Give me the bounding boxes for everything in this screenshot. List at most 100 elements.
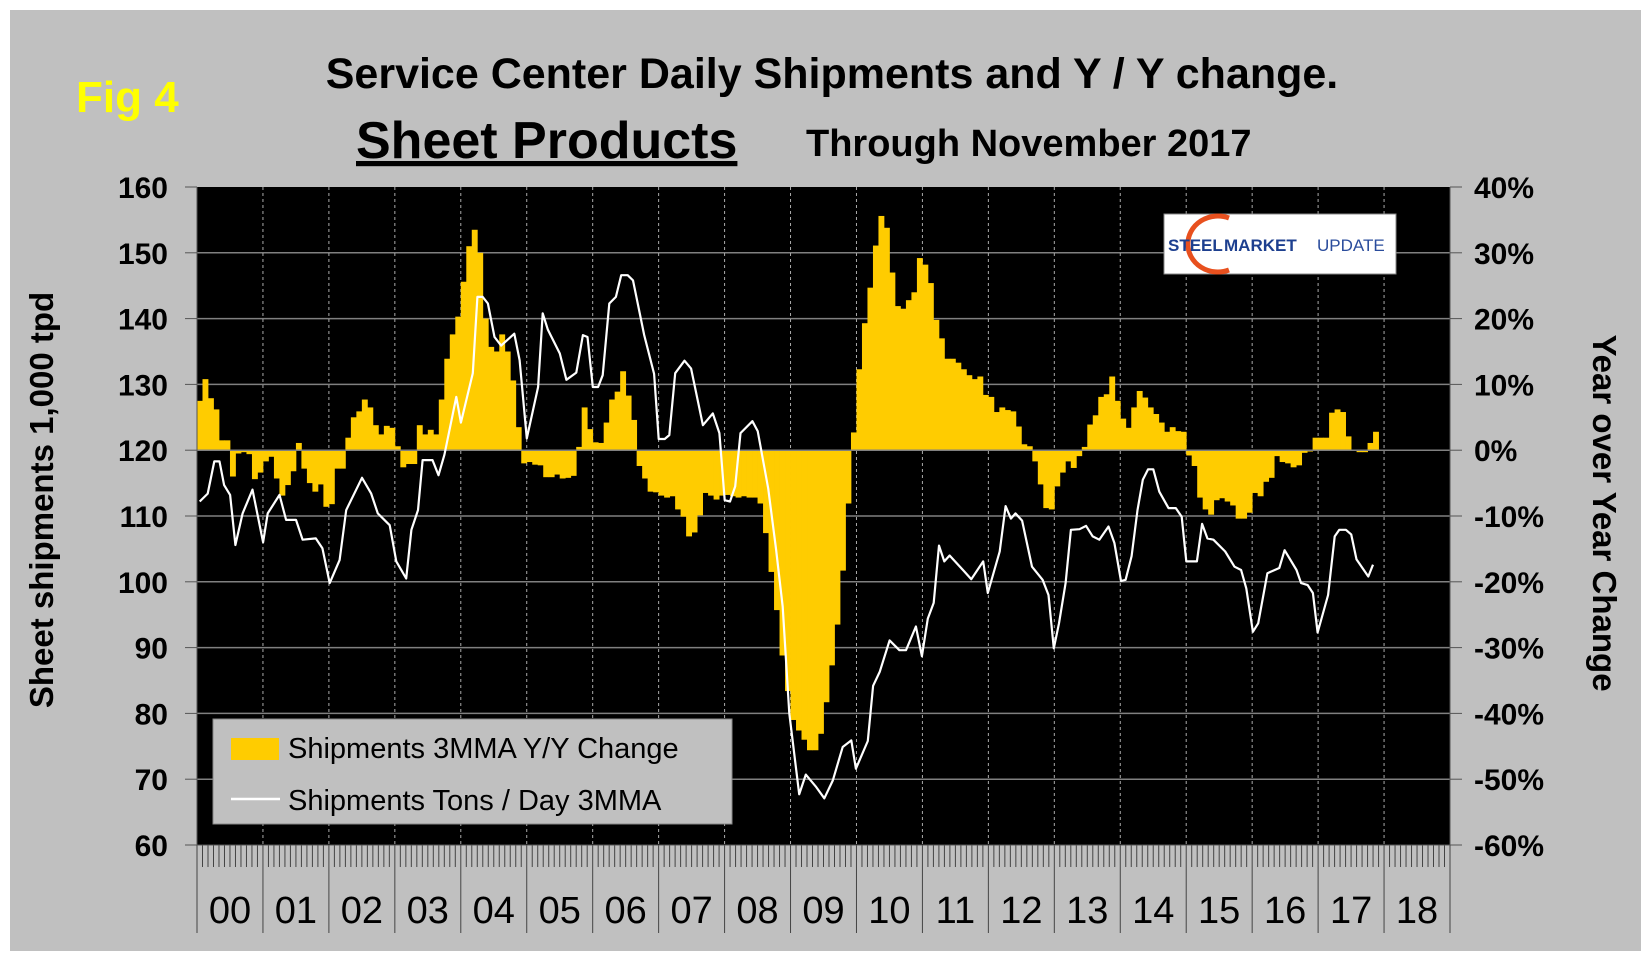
bar-yoy-change: [614, 391, 621, 451]
bar-yoy-change: [894, 306, 901, 451]
bar-yoy-change: [1010, 411, 1017, 451]
bar-yoy-change: [411, 450, 418, 465]
y-tick-label: 110: [120, 501, 168, 534]
bar-yoy-change: [1180, 431, 1187, 451]
bar-yoy-change: [251, 450, 258, 480]
bar-yoy-change: [603, 422, 610, 451]
bar-yoy-change: [262, 450, 269, 462]
bar-yoy-change: [361, 399, 368, 451]
bar-yoy-change: [235, 450, 242, 454]
legend-label-yoy: Shipments 3MMA Y/Y Change: [288, 733, 679, 765]
bar-yoy-change: [438, 399, 445, 451]
bar-yoy-change: [625, 395, 632, 451]
bar-yoy-change: [1164, 431, 1171, 451]
bar-yoy-change: [565, 450, 572, 478]
y2-tick-label: 10%: [1474, 369, 1534, 402]
bar-yoy-change: [708, 450, 714, 496]
bar-yoy-change: [927, 283, 934, 451]
bar-yoy-change: [818, 450, 824, 734]
bar-yoy-change: [1362, 450, 1368, 453]
bar-yoy-change: [1186, 450, 1193, 456]
y-tick-label: 60: [135, 830, 168, 863]
y-tick-label: 90: [135, 633, 168, 666]
bar-yoy-change: [345, 437, 352, 451]
bar-yoy-change: [1081, 446, 1088, 451]
y-tick-label: 140: [118, 304, 168, 337]
bar-yoy-change: [1169, 427, 1176, 451]
bar-yoy-change: [367, 407, 374, 451]
bar-yoy-change: [850, 432, 857, 451]
bar-yoy-change: [702, 450, 709, 493]
bar-yoy-change: [812, 450, 819, 751]
bar-yoy-change: [916, 258, 923, 451]
bar-yoy-change: [620, 371, 627, 451]
bar-yoy-change: [889, 272, 896, 451]
x-tick-label: 07: [670, 890, 712, 932]
bar-yoy-change: [1026, 446, 1033, 451]
bar-yoy-change: [977, 376, 984, 451]
bar-yoy-change: [955, 362, 962, 451]
bar-yoy-change: [966, 375, 973, 451]
bar-yoy-change: [675, 450, 682, 510]
logo-word-update: UPDATE: [1317, 236, 1385, 255]
y-tick-label: 150: [118, 238, 168, 271]
bar-yoy-change: [653, 450, 660, 493]
x-tick-label: 12: [1000, 890, 1042, 932]
bar-yoy-change: [1015, 426, 1022, 451]
bar-yoy-change: [1296, 450, 1303, 466]
bar-yoy-change: [878, 215, 885, 451]
bar-yoy-change: [790, 450, 797, 720]
chart-subtitle-main: Sheet Products: [356, 112, 737, 170]
bar-yoy-change: [383, 425, 390, 451]
bar-yoy-change: [801, 450, 808, 740]
bar-yoy-change: [405, 450, 412, 465]
x-tick-label: 08: [736, 890, 778, 932]
bar-yoy-change: [543, 450, 550, 478]
bar-yoy-change: [949, 358, 956, 451]
bar-yoy-change: [372, 425, 379, 451]
bar-yoy-change: [669, 450, 676, 497]
bar-yoy-change: [240, 450, 247, 453]
bar-yoy-change: [515, 427, 522, 451]
bar-yoy-change: [735, 450, 742, 498]
bar-yoy-change: [1109, 376, 1116, 451]
bar-yoy-change: [730, 450, 736, 497]
bar-yoy-change: [400, 450, 407, 468]
y2-tick-label: -50%: [1474, 764, 1544, 797]
logo: STEEL MARKET UPDATE: [1163, 213, 1397, 275]
y-tick-label: 120: [118, 435, 168, 468]
bar-yoy-change: [1175, 431, 1182, 451]
bar-yoy-change: [1345, 436, 1352, 451]
bar-yoy-change: [636, 450, 643, 466]
bar-yoy-change: [290, 450, 297, 472]
bar-yoy-change: [785, 450, 791, 692]
bar-yoy-change: [350, 417, 357, 451]
bar-yoy-change: [1065, 450, 1072, 462]
y-tick-label: 80: [135, 698, 168, 731]
bar-yoy-change: [1213, 450, 1220, 501]
bar-yoy-change: [328, 450, 335, 505]
bar-yoy-change: [317, 450, 324, 485]
bar-yoy-change: [828, 450, 835, 666]
bar-yoy-change: [823, 450, 830, 703]
bar-yoy-change: [883, 227, 890, 451]
bar-yoy-change: [548, 450, 555, 478]
x-tick-label: 01: [275, 890, 317, 932]
bar-yoy-change: [1252, 450, 1259, 493]
bar-yoy-change: [867, 287, 874, 451]
bar-yoy-change: [1191, 450, 1198, 466]
bar-yoy-change: [1301, 450, 1308, 453]
bar-yoy-change: [631, 419, 638, 451]
bar-yoy-change: [504, 351, 511, 451]
bar-yoy-change: [1323, 437, 1330, 451]
bar-yoy-change: [295, 442, 302, 451]
bar-yoy-change: [570, 450, 577, 476]
bar-yoy-change: [1241, 450, 1248, 519]
bar-yoy-change: [1070, 450, 1077, 468]
bar-yoy-change: [279, 450, 286, 496]
bar-yoy-change: [301, 450, 308, 469]
bar-yoy-change: [845, 450, 852, 504]
bar-yoy-change: [1021, 444, 1028, 451]
bar-yoy-change: [774, 450, 780, 611]
